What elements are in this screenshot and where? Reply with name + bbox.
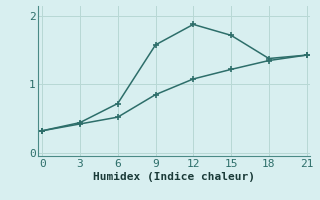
X-axis label: Humidex (Indice chaleur): Humidex (Indice chaleur)	[93, 172, 255, 182]
